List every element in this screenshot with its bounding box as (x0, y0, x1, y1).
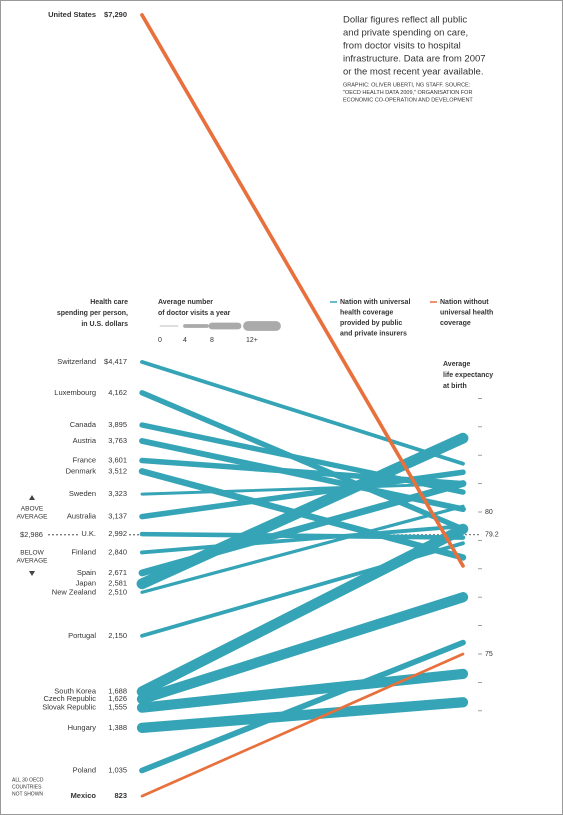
country-label: Sweden (69, 489, 96, 498)
value-label: 823 (114, 791, 127, 800)
country-label: Spain (77, 568, 96, 577)
slope-line (140, 652, 465, 798)
slope-line (140, 482, 465, 496)
slope-line (140, 504, 465, 594)
slope-line (140, 13, 465, 568)
width-legend-title: of doctor visits a year (158, 310, 231, 317)
slope-line (136, 523, 469, 697)
above-label: ABOVE (21, 506, 44, 513)
legend-label: Nation with universal health coverage prov… (340, 299, 410, 338)
up-arrow (29, 495, 35, 500)
slope-line (136, 668, 469, 713)
note: infrastructure. Data are from 2007 (343, 54, 486, 65)
y-axis-title: spending per person, (57, 310, 128, 317)
country-label: Denmark (66, 466, 97, 475)
slope-line (139, 469, 466, 520)
country-label: U.K. (81, 529, 96, 538)
country-label: Austria (73, 436, 97, 445)
width-legend-label: 8 (210, 337, 214, 344)
country-label: Mexico (71, 791, 97, 800)
y2-axis-title: at birth (443, 383, 467, 390)
value-label: 3,601 (108, 456, 127, 465)
country-label: Finland (71, 547, 96, 556)
y-axis-title: in U.S. dollars (81, 321, 128, 328)
value-label: 1,388 (108, 723, 127, 732)
credit: "OECD HEALTH DATA 2009," ORGANISATION FO… (343, 90, 472, 96)
credit: ECONOMIC CO-OPERATION AND DEVELOPMENT (343, 97, 473, 103)
country-label: New Zealand (52, 587, 96, 596)
value-label: 3,137 (108, 512, 127, 521)
note: from doctor visits to hospital (343, 41, 461, 52)
value-label: $7,290 (104, 10, 127, 19)
country-label: Slovak Republic (42, 703, 96, 712)
country-label: France (73, 456, 96, 465)
legend-line: provided by public (340, 320, 402, 327)
value-label: 3,763 (108, 436, 127, 445)
footnote: NOT SHOWN (12, 791, 43, 797)
y2-tick-label: 75 (485, 651, 493, 658)
country-label: Japan (76, 579, 96, 588)
country-label: South Korea (54, 687, 97, 696)
country-label: Australia (67, 512, 97, 521)
value-label: 3,512 (108, 466, 127, 475)
slope-line (140, 360, 465, 466)
value-label: 1,555 (108, 703, 127, 712)
y2-axis-title: Average (443, 361, 470, 368)
below-label: AVERAGE (17, 558, 49, 565)
country-label: Switzerland (57, 357, 96, 366)
country-label: United States (48, 10, 96, 19)
value-label: 3,895 (108, 420, 127, 429)
note: or the most recent year available. (343, 67, 483, 78)
country-label: Portugal (68, 631, 96, 640)
below-label: BELOW (20, 550, 44, 557)
y2-tick-label: 80 (485, 509, 493, 516)
value-label: 2,510 (108, 587, 127, 596)
footnote: ALL 30 OECD (12, 777, 44, 783)
value-label: 1,688 (108, 687, 127, 696)
footnote: COUNTRIES (12, 784, 42, 790)
slope-line (136, 592, 469, 705)
legend-line: Nation with universal (340, 299, 410, 306)
legend-label: Nation without universal health coverage (440, 299, 493, 327)
legend-line: and private insurers (340, 330, 407, 337)
legend-line: coverage (440, 320, 471, 327)
value-label: 2,840 (108, 547, 127, 556)
y2-axis-title: life expectancy (443, 372, 493, 379)
note: and private spending on care, (343, 28, 468, 39)
value-label: 2,150 (108, 631, 127, 640)
slope-line (140, 524, 465, 555)
slope-line (136, 697, 469, 733)
width-legend-label: 4 (183, 337, 187, 344)
down-arrow (29, 571, 35, 576)
country-label: Luxembourg (54, 388, 96, 397)
above-label: AVERAGE (17, 514, 49, 521)
width-legend-label: 12+ (246, 337, 258, 344)
value-label: $4,417 (104, 357, 127, 366)
slope-line (139, 531, 466, 540)
value-label: 4,162 (108, 388, 127, 397)
country-label: Canada (70, 420, 97, 429)
value-label: 1,035 (108, 765, 127, 774)
slope-line (139, 639, 466, 774)
value-label: 2,671 (108, 568, 127, 577)
width-legend-label: 0 (158, 337, 162, 344)
country-label: Czech Republic (43, 694, 96, 703)
legend-line: universal health (440, 309, 493, 316)
country-label: Hungary (68, 723, 97, 732)
value-label: 2,581 (108, 579, 127, 588)
value-label: 2,992 (108, 529, 127, 538)
note: Dollar figures reflect all public (343, 15, 467, 26)
average-life-label: 79.2 (485, 532, 499, 539)
slope-line (136, 432, 469, 590)
legend-line: health coverage (340, 309, 393, 316)
legend-line: Nation without (440, 299, 489, 306)
value-label: 3,323 (108, 489, 127, 498)
y-axis-title: Health care (90, 299, 128, 306)
width-legend-title: Average number (158, 299, 213, 306)
credit: GRAPHIC: OLIVER UBERTI, NG STAFF. SOURCE… (343, 82, 471, 88)
average-spending-label: $2,986 (20, 530, 43, 539)
country-label: Poland (73, 765, 96, 774)
value-label: 1,626 (108, 694, 127, 703)
